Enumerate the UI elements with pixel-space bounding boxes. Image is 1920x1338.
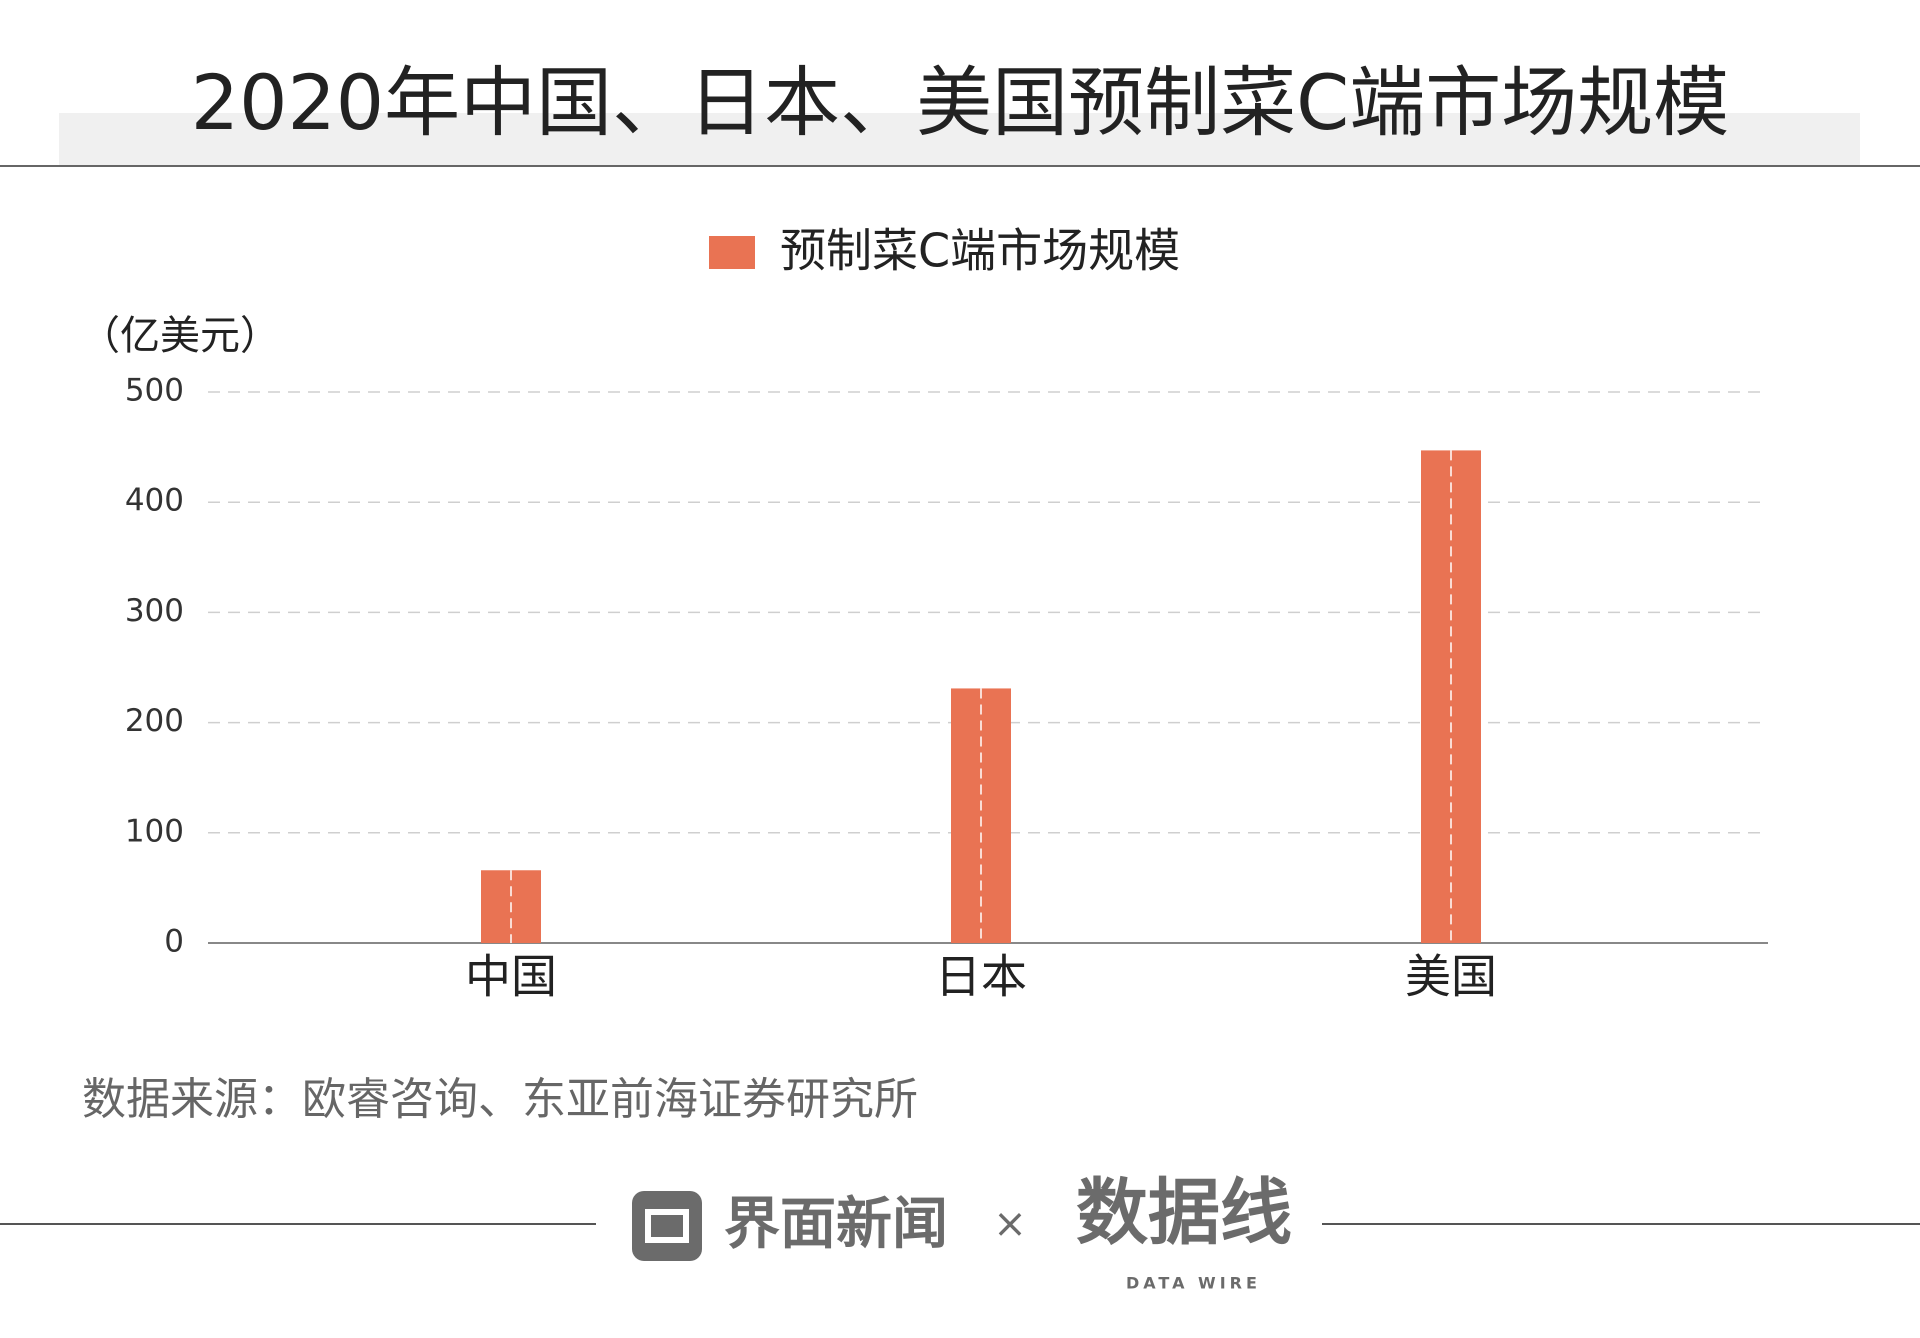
y-tick-label: 300	[125, 593, 184, 629]
legend-swatch	[709, 236, 755, 269]
y-axis-label: （亿美元）	[80, 313, 280, 359]
y-tick-label: 0	[164, 924, 184, 960]
x-tick-label: 日本	[935, 950, 1027, 1004]
footer-brand: 界面新闻	[724, 1192, 948, 1257]
y-tick-label: 400	[125, 483, 184, 519]
footer-separator: ×	[993, 1201, 1027, 1247]
title-band	[59, 113, 1860, 165]
brand-icon	[632, 1191, 702, 1261]
y-tick-label: 200	[125, 703, 184, 739]
x-tick-label: 美国	[1405, 950, 1497, 1004]
brand-icon-glyph	[645, 1209, 689, 1243]
chart-title: 2020年中国、日本、美国预制菜C端市场规模	[191, 58, 1729, 147]
footer-partner: 数据线	[1076, 1171, 1292, 1255]
y-tick-label: 500	[125, 373, 184, 409]
y-tick-label: 100	[125, 813, 184, 849]
footer-partner-sub: DATA WIRE	[1126, 1274, 1261, 1293]
source-note: 数据来源：欧睿咨询、东亚前海证券研究所	[82, 1074, 918, 1125]
legend-label: 预制菜C端市场规模	[780, 224, 1180, 278]
x-tick-label: 中国	[465, 950, 557, 1004]
